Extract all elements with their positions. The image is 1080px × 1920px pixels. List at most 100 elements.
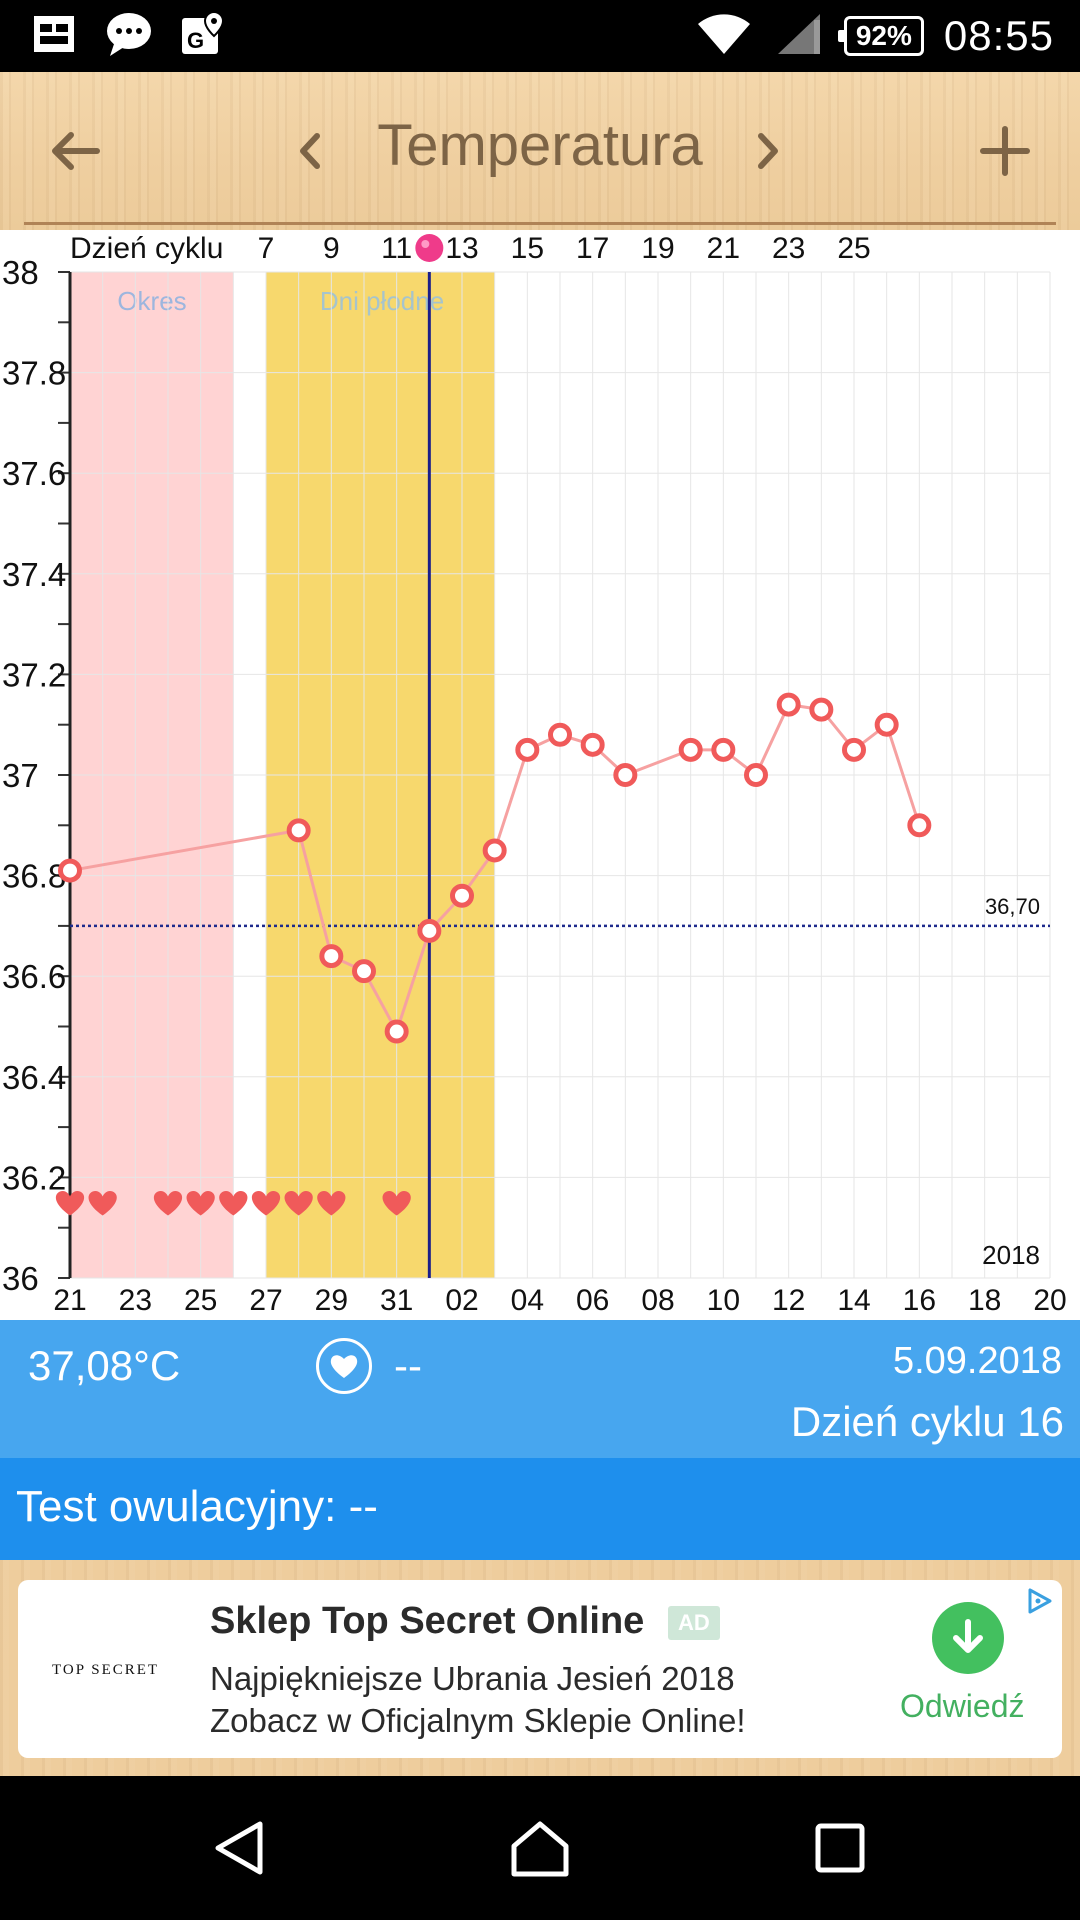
y-tick-label: 37: [2, 757, 39, 794]
battery-indicator: 92%: [837, 16, 924, 56]
message-icon: [104, 10, 154, 63]
top-tick-label: 13: [445, 232, 478, 265]
y-tick-label: 37.4: [2, 556, 66, 593]
temperature-chart[interactable]: Okres Dni płodne 36 36.2 36.4 36.6 36.8 37 37.2 3…: [0, 230, 1080, 1320]
temperature-point: [417, 918, 442, 943]
temperature-point: [711, 737, 736, 762]
signal-icon: [774, 10, 824, 63]
band-label: Okres: [117, 286, 186, 316]
temperature-point: [842, 737, 866, 762]
back-button[interactable]: [40, 116, 110, 186]
intercourse-value: --: [394, 1342, 422, 1389]
top-tick-label: 11: [381, 232, 412, 265]
temperature-value: 37,08°C: [28, 1342, 181, 1389]
heart-icon: [153, 1191, 183, 1216]
sim-icon: [30, 10, 78, 63]
temperature-point: [319, 944, 344, 969]
coverline-label: 36,70: [985, 894, 1040, 919]
temperature-point: [678, 737, 703, 762]
nav-recents-button[interactable]: [800, 1808, 880, 1888]
back-icon: [215, 1821, 263, 1875]
heart-icon: [55, 1191, 85, 1216]
temperature-point: [580, 732, 605, 757]
status-bar: G 92% 08:55: [0, 0, 1080, 72]
selected-day-marker-highlight: [421, 240, 430, 248]
y-tick-label: 36.8: [2, 858, 66, 895]
heart-icon: [382, 1191, 411, 1216]
top-axis-label: Dzień cyklu: [70, 232, 223, 265]
year-label: 2018: [982, 1240, 1040, 1270]
top-tick-label: 7: [258, 232, 275, 265]
y-tick-label: 36.2: [2, 1159, 66, 1196]
temperature-point: [776, 692, 801, 717]
temperature-point: [548, 722, 572, 747]
svg-text:G: G: [187, 28, 204, 53]
temperature-point: [613, 763, 638, 787]
ad-text-line-2: Zobacz w Oficjalnym Sklepie Online!: [210, 1702, 746, 1739]
temperature-point: [515, 737, 540, 762]
nav-back-button[interactable]: [200, 1808, 280, 1888]
ad-title[interactable]: Sklep Top Secret Online: [210, 1600, 645, 1642]
y-tick-label: 37.6: [2, 455, 66, 492]
x-tick-label: 18: [968, 1284, 1001, 1317]
y-tick-label: 37.2: [2, 656, 66, 693]
top-tick-label: 17: [576, 232, 609, 265]
recents-icon: [815, 1823, 865, 1873]
x-tick-label: 20: [1033, 1284, 1066, 1317]
selected-date: 5.09.2018: [892, 1340, 1062, 1382]
heart-icon: [316, 1338, 372, 1394]
ad-badge: AD: [668, 1606, 720, 1640]
wifi-icon: [694, 10, 754, 63]
add-button[interactable]: [970, 116, 1040, 186]
temperature-point: [482, 838, 507, 863]
top-tick-label: 21: [707, 232, 740, 265]
y-tick-label: 38: [2, 254, 39, 291]
y-tick-label: 37.8: [2, 355, 66, 392]
temperature-point: [58, 858, 82, 883]
x-tick-label: 29: [315, 1284, 348, 1317]
ad-visit-button[interactable]: [932, 1602, 1004, 1674]
home-icon: [511, 1821, 569, 1877]
temperature-point: [874, 712, 899, 737]
heart-icon: [251, 1191, 281, 1216]
intercourse-indicator: --: [316, 1338, 422, 1394]
y-tick-label: 36: [2, 1260, 39, 1297]
previous-cycle-button[interactable]: [274, 116, 344, 186]
ovulation-test-row[interactable]: Test owulacyjny: --: [0, 1458, 1080, 1560]
x-tick-label: 21: [53, 1284, 86, 1317]
x-tick-label: 27: [249, 1284, 282, 1317]
next-cycle-button[interactable]: [734, 116, 804, 186]
temperature-point: [286, 818, 311, 843]
adchoices-icon[interactable]: [1022, 1584, 1056, 1618]
x-tick-label: 23: [119, 1284, 152, 1317]
ovulation-test-label: Test owulacyjny: --: [16, 1482, 378, 1531]
temperature-point: [744, 763, 768, 787]
y-tick-label: 36.4: [2, 1059, 66, 1096]
x-tick-label: 04: [511, 1284, 544, 1317]
x-tick-label: 10: [707, 1284, 740, 1317]
top-tick-label: 23: [772, 232, 805, 265]
chevron-left-icon: [300, 133, 320, 169]
ad-banner: TOP SECRET Sklep Top Secret Online AD Na…: [0, 1560, 1080, 1776]
ad-visit-label[interactable]: Odwiedź: [900, 1688, 1025, 1724]
x-tick-label: 31: [380, 1284, 413, 1317]
x-tick-label: 12: [772, 1284, 805, 1317]
nav-home-button[interactable]: [500, 1808, 580, 1888]
x-tick-label: 02: [445, 1284, 478, 1317]
x-tick-label: 08: [641, 1284, 674, 1317]
top-tick-label: 15: [511, 232, 544, 265]
temperature-point: [450, 883, 474, 908]
chevron-right-icon: [758, 133, 778, 169]
day-info-panel[interactable]: 37,08°C -- 5.09.2018 Dzień cyklu 16: [0, 1320, 1080, 1458]
x-tick-label: 25: [184, 1284, 217, 1317]
ad-logo: TOP SECRET: [52, 1662, 160, 1678]
toolbar-divider: [24, 222, 1056, 225]
chart-canvas[interactable]: Okres Dni płodne 36 36.2 36.4 36.6 36.8 37 37.2 3…: [0, 230, 1080, 1320]
cycle-day-label: Dzień cyklu 16: [790, 1398, 1064, 1445]
ad-card[interactable]: TOP SECRET Sklep Top Secret Online AD Na…: [18, 1580, 1062, 1758]
temperature-point: [809, 697, 834, 722]
navigation-bar: [0, 1776, 1080, 1920]
top-tick-label: 19: [641, 232, 674, 265]
selected-day-marker: [415, 234, 444, 262]
temperature-point: [352, 959, 376, 984]
